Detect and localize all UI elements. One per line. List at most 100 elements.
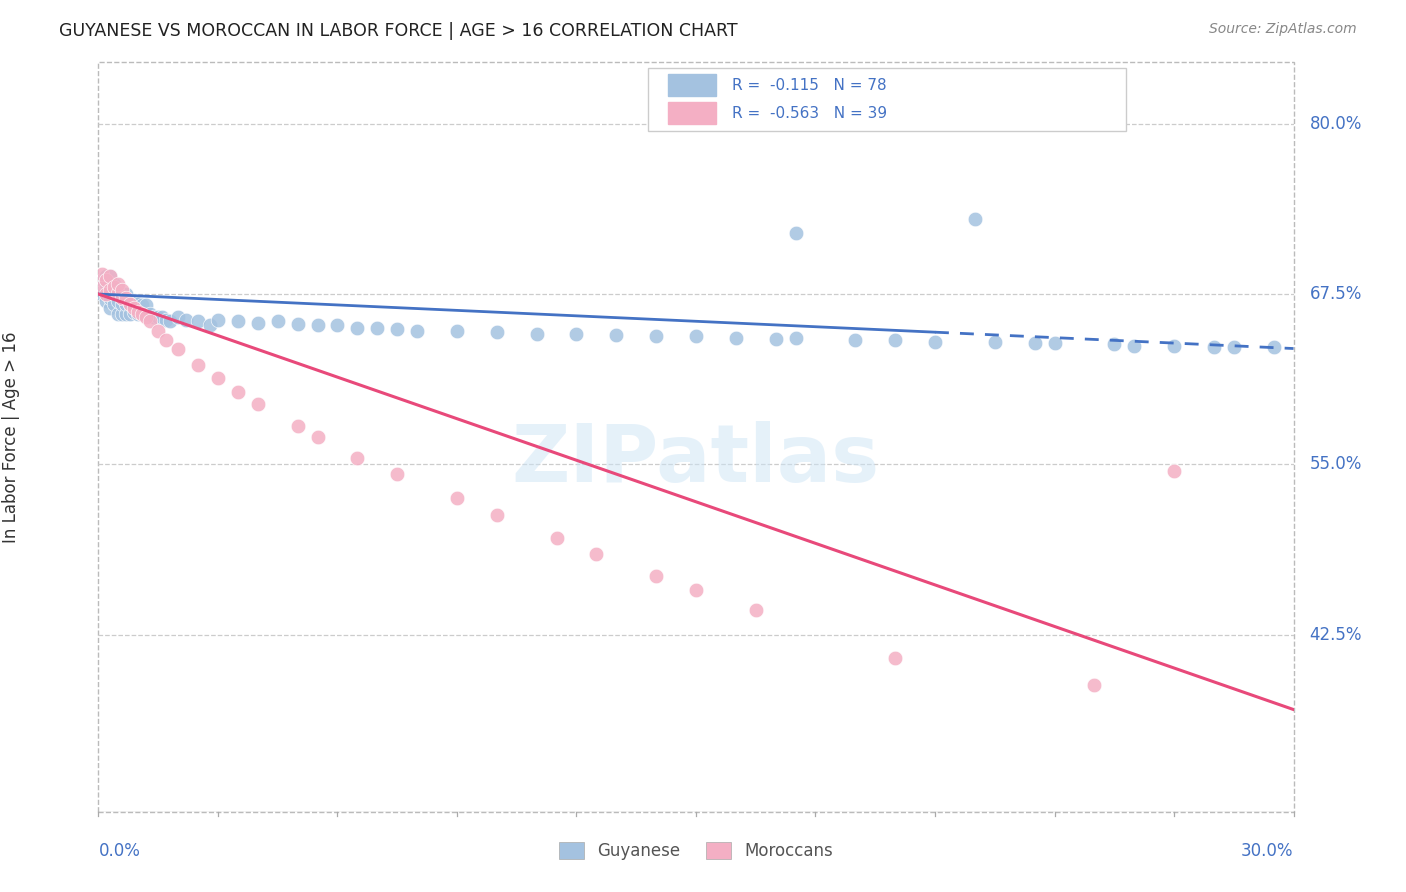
Point (91, 287, 114, 301)
Point (844, 334, 866, 348)
Point (645, 569, 668, 583)
Point (155, 313, 177, 327)
Point (187, 358, 209, 372)
Point (605, 327, 627, 342)
Point (96, 283, 118, 297)
Point (167, 342, 190, 356)
Point (1223, 340, 1246, 354)
Point (1163, 464, 1185, 478)
Point (98, 283, 122, 297)
Point (96, 277, 118, 292)
Point (135, 298, 157, 312)
Point (1083, 678, 1105, 692)
Point (111, 291, 134, 305)
Point (984, 334, 1007, 349)
Point (103, 287, 125, 301)
Point (150, 310, 173, 325)
Point (1202, 340, 1225, 354)
Point (724, 331, 747, 345)
Point (226, 385, 249, 400)
Text: R =  -0.115   N = 78: R = -0.115 N = 78 (733, 78, 886, 93)
Text: ZIPatlas: ZIPatlas (512, 420, 880, 499)
Point (785, 331, 807, 345)
Point (96, 269, 118, 284)
Point (103, 296, 125, 310)
Point (98, 301, 122, 315)
Point (207, 313, 229, 327)
Point (446, 324, 468, 338)
Point (111, 296, 134, 310)
Point (96, 287, 118, 301)
Point (785, 226, 807, 240)
Point (98, 291, 122, 305)
Point (135, 308, 157, 322)
Point (107, 308, 129, 322)
Point (167, 310, 190, 325)
Point (139, 308, 162, 322)
Point (96, 273, 118, 287)
Point (111, 308, 134, 322)
Point (115, 308, 138, 322)
Point (884, 334, 907, 348)
Point (1104, 337, 1126, 351)
Point (91, 267, 114, 281)
Point (120, 296, 142, 310)
Point (307, 318, 329, 333)
Point (159, 314, 181, 328)
Point (924, 334, 946, 349)
Point (1123, 339, 1146, 353)
Point (385, 467, 409, 481)
Point (685, 582, 707, 597)
Point (155, 334, 177, 348)
Point (111, 287, 134, 301)
Point (148, 324, 170, 338)
Text: 55.0%: 55.0% (1309, 455, 1362, 474)
Point (685, 329, 707, 343)
Point (103, 280, 125, 294)
FancyBboxPatch shape (648, 68, 1126, 130)
Text: 80.0%: 80.0% (1309, 115, 1362, 133)
Point (124, 301, 146, 315)
Point (124, 293, 146, 308)
Bar (668, 103, 716, 124)
Point (143, 310, 166, 325)
Text: 42.5%: 42.5% (1309, 625, 1362, 644)
Point (107, 277, 129, 292)
Point (884, 650, 907, 665)
Legend: Guyanese, Moroccans: Guyanese, Moroccans (553, 836, 839, 867)
Point (107, 293, 129, 308)
Point (91, 280, 114, 294)
Point (98, 269, 122, 284)
Point (120, 308, 142, 322)
Point (124, 304, 146, 318)
Point (406, 324, 429, 338)
Point (135, 310, 157, 325)
Point (346, 321, 368, 335)
Point (131, 298, 153, 312)
Point (107, 285, 129, 300)
Point (131, 308, 153, 322)
Point (1163, 339, 1185, 353)
Point (346, 450, 368, 465)
Point (1263, 340, 1285, 354)
Point (287, 419, 309, 434)
Point (98, 269, 122, 284)
Text: 67.5%: 67.5% (1309, 285, 1362, 303)
Point (103, 277, 125, 292)
Text: In Labor Force | Age > 16: In Labor Force | Age > 16 (1, 331, 20, 543)
Point (111, 283, 134, 297)
Point (485, 508, 508, 522)
Point (326, 318, 349, 333)
Point (131, 308, 153, 322)
Point (307, 430, 329, 444)
Text: 30.0%: 30.0% (1241, 842, 1294, 860)
Point (98, 280, 122, 294)
Point (246, 316, 269, 330)
Point (1043, 336, 1066, 351)
Point (91, 273, 114, 287)
Point (287, 317, 309, 331)
Text: R =  -0.563   N = 39: R = -0.563 N = 39 (733, 106, 887, 121)
Text: GUYANESE VS MOROCCAN IN LABOR FORCE | AGE > 16 CORRELATION CHART: GUYANESE VS MOROCCAN IN LABOR FORCE | AG… (59, 22, 738, 40)
Point (174, 313, 197, 327)
Point (546, 531, 568, 545)
